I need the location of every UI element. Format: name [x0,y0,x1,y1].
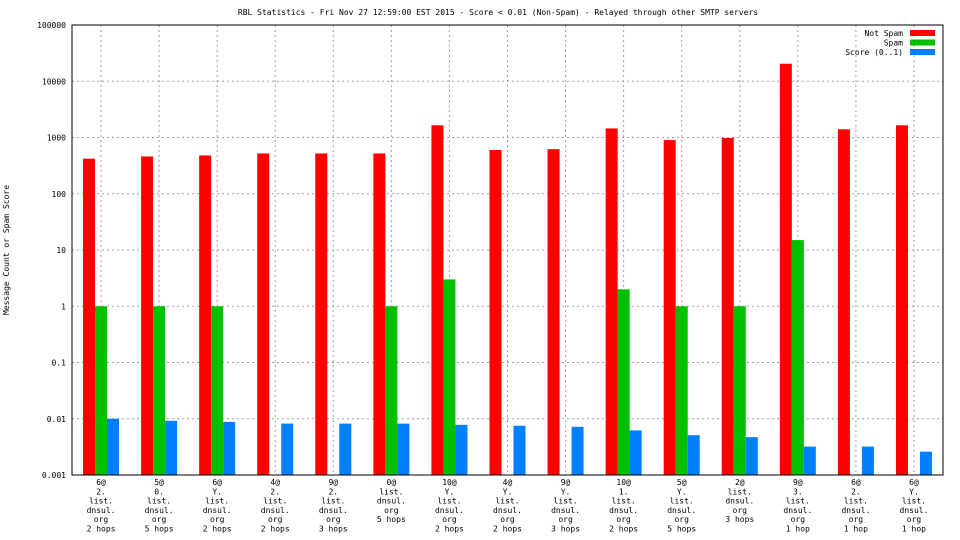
plot-frame [71,24,944,476]
x-tick-label: 10@ 1. list. dnsul. org 2 hops [609,478,638,534]
bar-score-0-1 [165,420,178,475]
x-tick-label: 0@ list. dnsul. org 5 hops [377,478,406,524]
bar-score-0-1 [687,435,700,475]
bar-score-0-1 [571,426,584,475]
bar-score-0-1 [629,430,642,475]
x-tick-label: 6@ 2. list. dnsul. org 2 hops [87,478,116,534]
x-tick-labels: 6@ 2. list. dnsul. org 2 hops 5@ 0. list. dnsul. o… [87,478,929,534]
bar-spam [153,306,166,475]
y-tick-label: 100 [52,190,67,199]
bar-not-spam [605,128,618,476]
x-tick-label: 9@ 2. list. dnsul. org 3 hops [319,478,348,534]
bar-not-spam [895,125,908,475]
bar-not-spam [83,158,96,475]
x-tick-label: 5@ Y. list. dnsul. org 5 hops [667,478,696,534]
bar-score-0-1 [455,424,468,475]
legend-swatch [910,39,935,46]
bar-not-spam [489,149,502,475]
x-tick-label: 6@ Y. list. dnsul. org 1 hop [900,478,929,534]
legend-label: Spam [884,39,903,48]
y-tick-label: 1000 [47,134,66,143]
bar-not-spam [373,153,386,476]
bar-not-spam [837,129,850,475]
y-tick-labels: 0.001 0.01 0.1 1 10 100 1000 10000 100000 [37,21,66,480]
bar-score-0-1 [745,437,758,475]
bars [83,63,932,476]
x-tick-label: 4@ 2. list. dnsul. org 2 hops [261,478,290,534]
y-tick-label: 10 [56,246,66,255]
bar-not-spam [547,149,560,475]
y-tick-label: 0.1 [52,359,67,368]
bar-score-0-1 [397,423,410,475]
x-tick-label: 9@ 3. list. dnsul. org 1 hop [783,478,812,534]
y-tick-label: 0.001 [42,471,66,480]
x-tick-label: 4@ Y. list. dnsul. org 2 hops [493,478,522,534]
bar-score-0-1 [861,446,874,475]
bar-not-spam [199,155,212,475]
y-tick-label: 10000 [42,77,66,86]
legend-label: Score (0..1) [845,48,903,57]
x-tick-label: 6@ Y. list. dnsul. org 2 hops [203,478,232,534]
bar-score-0-1 [919,451,932,475]
x-tick-label: 5@ 0. list. dnsul. org 5 hops [145,478,174,534]
bar-not-spam [141,156,154,475]
chart-title: RBL Statistics - Fri Nov 27 12:59:00 EST… [238,8,758,17]
bar-score-0-1 [107,418,120,475]
bar-not-spam [257,153,270,476]
bar-spam [95,306,108,475]
y-tick-label: 1 [61,302,66,311]
bar-not-spam [721,137,734,475]
x-tick-label: 6@ 2. list. dnsul. org 1 hop [841,478,870,534]
bar-not-spam [315,153,328,476]
legend-swatch [910,49,935,55]
bar-spam [443,279,456,475]
bar-spam [791,240,804,475]
bar-score-0-1 [513,425,526,475]
bar-not-spam [431,125,444,475]
bar-score-0-1 [223,421,236,475]
x-tick-label: 9@ Y. list. dnsul. org 3 hops [551,478,580,534]
bar-spam [211,306,224,475]
bar-spam [617,289,630,475]
y-axis-label: Message Count or Spam Score [2,185,11,315]
bar-score-0-1 [281,423,294,475]
x-tick-label: 2@ list. dnsul. org 3 hops [725,478,754,524]
legend-swatch [910,30,935,36]
legend-label: Not Spam [864,29,903,38]
bar-spam [675,306,688,475]
y-tick-label: 100000 [37,21,66,30]
bar-not-spam [779,63,792,476]
y-tick-label: 0.01 [47,415,66,424]
bar-score-0-1 [803,446,816,475]
bar-not-spam [663,140,676,475]
bar-spam [385,306,398,475]
bar-score-0-1 [339,423,352,475]
bar-spam [733,306,746,475]
x-tick-label: 10@ Y. list. dnsul. org 2 hops [435,478,464,534]
